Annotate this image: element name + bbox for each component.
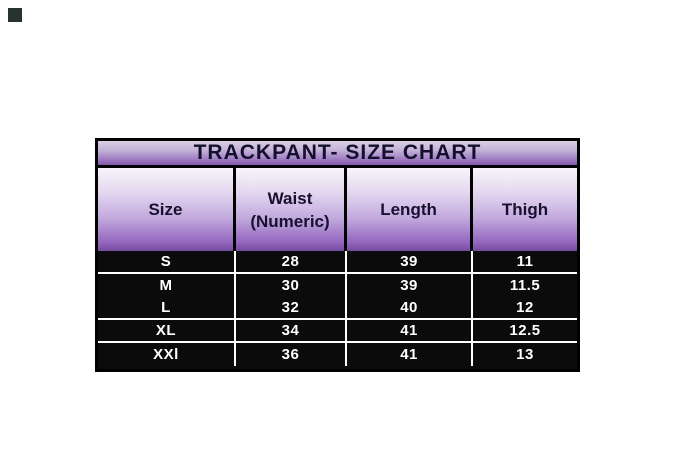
table-header-row: Size Waist (Numeric) Length Thigh bbox=[98, 168, 577, 251]
cell-length: 39 bbox=[347, 274, 474, 297]
column-header-size: Size bbox=[98, 168, 236, 251]
cell-length: 40 bbox=[347, 297, 474, 318]
cell-waist: 36 bbox=[236, 343, 348, 366]
cell-thigh: 11 bbox=[516, 253, 534, 270]
table-row-xxl: XXl 36 41 13 bbox=[98, 343, 577, 366]
column-header-length: Length bbox=[347, 168, 474, 251]
cell-waist: 32 bbox=[236, 297, 348, 318]
cell-size: M bbox=[98, 274, 236, 297]
size-chart-table: TRACKPANT- SIZE CHART Size Waist (Numeri… bbox=[95, 138, 580, 372]
waist-header-line2: (Numeric) bbox=[250, 211, 330, 231]
cell-thigh: 11.5 bbox=[509, 277, 541, 294]
cell-waist: 30 bbox=[236, 274, 348, 297]
cell-thigh: 12.5 bbox=[509, 322, 541, 339]
cell-thigh: 13 bbox=[516, 346, 534, 363]
table-row-l: L 32 40 12 bbox=[98, 297, 577, 320]
cell-waist: 28 bbox=[236, 251, 348, 272]
cell-thigh: 12 bbox=[516, 299, 534, 316]
waist-header-line1: Waist bbox=[267, 188, 313, 208]
table-row-xl: XL 34 41 12.5 bbox=[98, 320, 577, 343]
table-row-s: S 28 39 11 bbox=[98, 251, 577, 274]
column-header-waist: Waist (Numeric) bbox=[236, 168, 348, 251]
cell-waist: 34 bbox=[236, 320, 348, 341]
cell-size: XL bbox=[98, 320, 236, 341]
column-header-thigh: Thigh bbox=[501, 200, 549, 219]
table-body: S 28 39 11 M 30 39 11.5 L 32 40 12 XL 34… bbox=[98, 251, 577, 366]
cell-size: S bbox=[98, 251, 236, 272]
cell-length: 39 bbox=[347, 251, 474, 272]
cell-size: XXl bbox=[98, 343, 236, 366]
cell-length: 41 bbox=[347, 343, 474, 366]
cell-size: L bbox=[98, 297, 236, 318]
corner-artifact-square bbox=[8, 8, 22, 22]
table-row-m: M 30 39 11.5 bbox=[98, 274, 577, 297]
cell-length: 41 bbox=[347, 320, 474, 341]
chart-title: TRACKPANT- SIZE CHART bbox=[98, 141, 577, 168]
